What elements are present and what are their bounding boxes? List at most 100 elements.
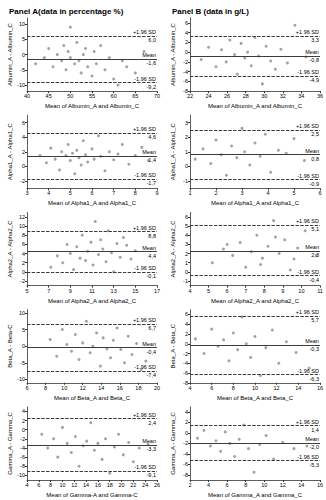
svg-text:Beta_A - Beta_C: Beta_A - Beta_C	[170, 323, 176, 368]
svg-text:5,7: 5,7	[311, 317, 319, 323]
svg-text:10: 10	[261, 482, 267, 488]
svg-text:4: 4	[188, 288, 191, 294]
svg-text:12: 12	[80, 385, 86, 391]
svg-text:-4: -4	[183, 360, 188, 366]
svg-text:-10: -10	[17, 376, 25, 382]
svg-text:13: 13	[111, 288, 117, 294]
svg-text:Mean of Beta_A and Beta_C: Mean of Beta_A and Beta_C	[54, 395, 131, 401]
svg-text:6: 6	[318, 190, 321, 196]
svg-text:2: 2	[214, 190, 217, 196]
svg-text:-4: -4	[183, 69, 188, 75]
svg-text:+1.96 SD: +1.96 SD	[133, 225, 156, 231]
svg-text:3,3: 3,3	[311, 37, 319, 43]
svg-text:18: 18	[107, 482, 113, 488]
svg-text:+1.96 SD: +1.96 SD	[296, 419, 319, 425]
svg-text:0: 0	[185, 341, 188, 347]
svg-text:12: 12	[274, 385, 280, 391]
svg-text:Mean: Mean	[142, 149, 156, 155]
svg-text:5: 5	[22, 327, 25, 333]
svg-text:10: 10	[19, 223, 25, 229]
svg-text:-1.96 SD: -1.96 SD	[297, 173, 319, 179]
svg-text:-1.96 SD: -1.96 SD	[134, 172, 156, 178]
svg-text:0,8: 0,8	[311, 156, 319, 162]
svg-text:2: 2	[185, 134, 188, 140]
svg-text:Mean of Alpha1_A and Alpha1_C: Mean of Alpha1_A and Alpha1_C	[48, 200, 137, 206]
svg-text:5: 5	[22, 36, 25, 42]
svg-text:0: 0	[185, 49, 188, 55]
svg-text:-8: -8	[20, 463, 25, 469]
svg-text:8: 8	[134, 190, 137, 196]
svg-text:10: 10	[19, 21, 25, 27]
svg-text:-0,9: -0,9	[310, 181, 319, 187]
svg-text:Alpha1_A - Alpha1_C: Alpha1_A - Alpha1_C	[170, 123, 176, 181]
svg-text:3: 3	[185, 120, 188, 126]
svg-text:-1.96 SD: -1.96 SD	[134, 265, 156, 271]
svg-text:8: 8	[22, 232, 25, 238]
svg-text:16: 16	[117, 385, 123, 391]
svg-text:-5,3: -5,3	[309, 462, 318, 468]
svg-text:-0,8: -0,8	[309, 57, 318, 63]
svg-text:24: 24	[142, 482, 148, 488]
svg-text:4,4: 4,4	[148, 253, 156, 259]
svg-text:-1: -1	[183, 278, 188, 284]
svg-text:8: 8	[232, 385, 235, 391]
svg-text:5: 5	[185, 223, 188, 229]
svg-text:2,5: 2,5	[311, 131, 319, 137]
svg-text:-6: -6	[183, 370, 188, 376]
svg-text:6: 6	[226, 482, 229, 488]
svg-text:-4: -4	[183, 451, 188, 457]
svg-text:6: 6	[210, 385, 213, 391]
svg-text:11: 11	[317, 288, 323, 294]
svg-text:9: 9	[69, 288, 72, 294]
svg-text:0: 0	[22, 163, 25, 169]
svg-text:-0,4: -0,4	[310, 277, 319, 283]
svg-text:Beta_A - Beta-C: Beta_A - Beta-C	[7, 324, 13, 368]
svg-text:2: 2	[22, 149, 25, 155]
svg-text:1,4: 1,4	[311, 427, 319, 433]
svg-text:+1.96 SD: +1.96 SD	[133, 126, 156, 132]
svg-text:5,1: 5,1	[311, 226, 319, 232]
svg-text:+1.96 SD: +1.96 SD	[133, 317, 156, 323]
svg-text:16: 16	[317, 385, 323, 391]
svg-text:-4,9: -4,9	[309, 77, 318, 83]
svg-text:0: 0	[22, 269, 25, 275]
svg-text:Mean: Mean	[142, 341, 156, 347]
svg-text:5: 5	[207, 288, 210, 294]
svg-text:Albumin_A - Albumin_C: Albumin_A - Albumin_C	[7, 22, 13, 86]
svg-text:12: 12	[19, 214, 25, 220]
svg-text:6: 6	[90, 190, 93, 196]
svg-text:4: 4	[22, 251, 25, 257]
svg-text:Mean of Alpha2_A and Alpha2_C: Mean of Alpha2_A and Alpha2_C	[211, 298, 300, 304]
svg-text:6: 6	[185, 20, 188, 26]
svg-text:65: 65	[132, 93, 138, 99]
svg-text:4: 4	[207, 482, 210, 488]
svg-text:-1.96 SD: -1.96 SD	[134, 76, 156, 82]
svg-text:26: 26	[224, 93, 230, 99]
svg-text:-3,3: -3,3	[147, 446, 156, 452]
svg-text:Mean: Mean	[142, 52, 156, 58]
svg-text:Alpha2_A - Alpha2_C: Alpha2_A - Alpha2_C	[7, 220, 13, 278]
svg-text:1,4: 1,4	[148, 157, 156, 163]
svg-text:3: 3	[185, 241, 188, 247]
svg-text:16: 16	[317, 482, 323, 488]
svg-text:Mean of Gamma-A and Gamma-C: Mean of Gamma-A and Gamma-C	[46, 492, 138, 498]
svg-text:40: 40	[24, 93, 30, 99]
svg-text:30: 30	[261, 93, 267, 99]
svg-text:-2: -2	[183, 351, 188, 357]
svg-text:-2: -2	[20, 178, 25, 184]
svg-text:-1.96 SD: -1.96 SD	[134, 364, 156, 370]
svg-text:-0,3: -0,3	[309, 346, 318, 352]
svg-text:Mean of Albumin_A and Albumin_: Mean of Albumin_A and Albumin_C	[208, 103, 303, 109]
svg-text:2: 2	[22, 260, 25, 266]
svg-text:Mean: Mean	[305, 338, 319, 344]
svg-text:5: 5	[25, 288, 28, 294]
svg-text:6: 6	[22, 120, 25, 126]
svg-text:8: 8	[263, 288, 266, 294]
svg-text:22: 22	[130, 482, 136, 488]
svg-text:8: 8	[244, 482, 247, 488]
svg-text:-5: -5	[20, 360, 25, 366]
svg-text:4: 4	[185, 232, 188, 238]
svg-text:Mean of Alpha1_A and Alpha1_C: Mean of Alpha1_A and Alpha1_C	[211, 200, 300, 206]
svg-text:6: 6	[37, 482, 40, 488]
svg-text:8: 8	[49, 482, 52, 488]
